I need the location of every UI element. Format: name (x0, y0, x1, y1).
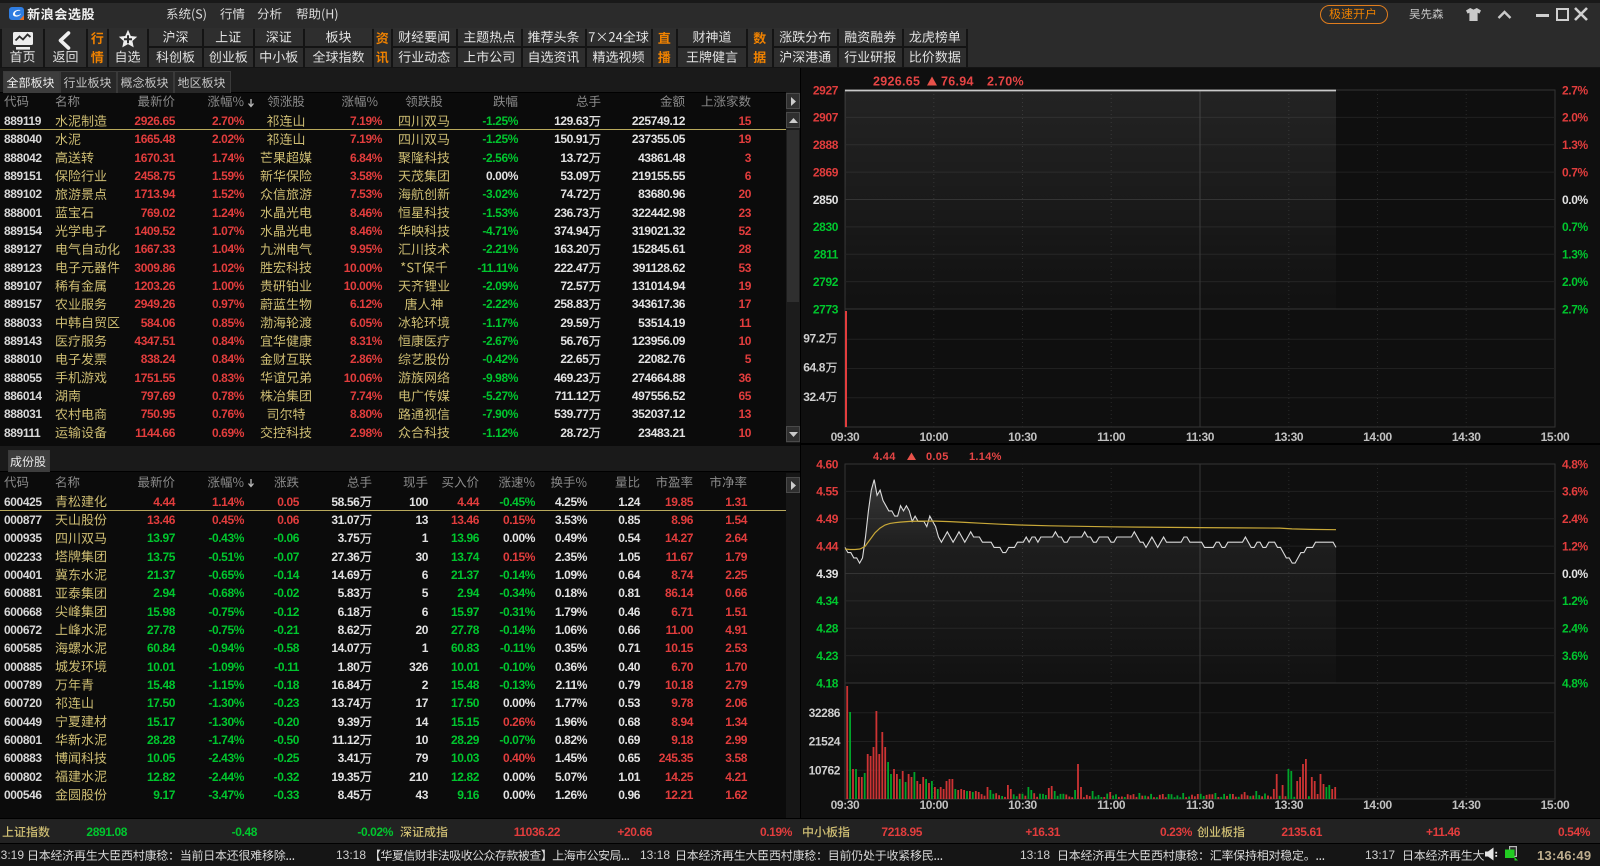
svg-text:2.0%: 2.0% (1562, 275, 1588, 289)
svg-text:1.3%: 1.3% (1562, 138, 1588, 152)
svg-text:2869: 2869 (813, 165, 839, 179)
svg-text:4.44: 4.44 (873, 451, 896, 463)
svg-text:2792: 2792 (813, 275, 839, 289)
svg-text:14:00: 14:00 (1363, 430, 1392, 443)
svg-text:09:30: 09:30 (831, 798, 860, 812)
svg-text:15:00: 15:00 (1541, 430, 1570, 443)
svg-text:1.14%: 1.14% (969, 451, 1002, 463)
svg-text:2907: 2907 (813, 111, 839, 125)
svg-text:13:30: 13:30 (1274, 430, 1303, 443)
svg-text:10:00: 10:00 (919, 798, 948, 812)
svg-text:4.44: 4.44 (816, 539, 838, 553)
svg-text:32286: 32286 (809, 706, 841, 720)
svg-text:14:30: 14:30 (1452, 430, 1481, 443)
svg-text:4.49: 4.49 (816, 512, 838, 526)
svg-text:4.8%: 4.8% (1562, 676, 1588, 690)
svg-text:0.0%: 0.0% (1562, 567, 1588, 581)
svg-text:11:00: 11:00 (1097, 430, 1126, 443)
svg-text:97.2: 97.2 (803, 331, 825, 345)
svg-text:11:30: 11:30 (1186, 798, 1215, 812)
svg-text:10:30: 10:30 (1008, 430, 1037, 443)
svg-text:0.0%: 0.0% (1562, 193, 1588, 207)
svg-text:13:30: 13:30 (1274, 798, 1303, 812)
svg-text:4.23: 4.23 (816, 649, 838, 663)
svg-text:2811: 2811 (814, 248, 839, 262)
svg-text:2927: 2927 (813, 83, 839, 97)
svg-text:4.28: 4.28 (816, 622, 838, 636)
svg-text:0.7%: 0.7% (1562, 165, 1588, 179)
svg-text:76.94: 76.94 (941, 75, 974, 89)
svg-text:1.2%: 1.2% (1562, 594, 1588, 608)
svg-text:2773: 2773 (813, 302, 839, 316)
svg-text:3.6%: 3.6% (1562, 485, 1588, 499)
svg-text:3.6%: 3.6% (1562, 649, 1588, 663)
svg-text:10:30: 10:30 (1008, 798, 1037, 812)
svg-text:14:00: 14:00 (1363, 798, 1392, 812)
svg-text:32.4: 32.4 (803, 390, 825, 404)
svg-text:1.3%: 1.3% (1562, 248, 1588, 262)
svg-text:2926.65: 2926.65 (873, 75, 920, 89)
svg-text:0.7%: 0.7% (1562, 220, 1588, 234)
svg-text:4.8%: 4.8% (1562, 457, 1588, 471)
svg-text:2850: 2850 (813, 193, 839, 207)
svg-text:11:00: 11:00 (1097, 798, 1126, 812)
svg-text:4.39: 4.39 (816, 567, 838, 581)
svg-text:1.2%: 1.2% (1562, 539, 1588, 553)
svg-text:10762: 10762 (809, 764, 841, 778)
svg-text:2.7%: 2.7% (1562, 302, 1588, 316)
svg-text:0.05: 0.05 (926, 451, 949, 463)
svg-text:2.4%: 2.4% (1562, 512, 1588, 526)
svg-text:2.70%: 2.70% (987, 75, 1024, 89)
svg-text:2888: 2888 (813, 138, 839, 152)
svg-text:10:00: 10:00 (919, 430, 948, 443)
svg-text:21524: 21524 (809, 735, 841, 749)
svg-text:2830: 2830 (813, 220, 839, 234)
svg-text:4.55: 4.55 (816, 485, 838, 499)
svg-text:11:30: 11:30 (1186, 430, 1215, 443)
svg-text:09:30: 09:30 (831, 430, 860, 443)
svg-text:15:00: 15:00 (1541, 798, 1570, 812)
svg-text:2.7%: 2.7% (1562, 83, 1588, 97)
svg-text:2.0%: 2.0% (1562, 111, 1588, 125)
svg-text:14:30: 14:30 (1452, 798, 1481, 812)
svg-text:4.34: 4.34 (816, 594, 838, 608)
svg-text:64.8: 64.8 (803, 361, 825, 375)
svg-text:4.18: 4.18 (816, 676, 838, 690)
svg-text:2.4%: 2.4% (1562, 622, 1588, 636)
svg-text:4.60: 4.60 (816, 457, 838, 471)
